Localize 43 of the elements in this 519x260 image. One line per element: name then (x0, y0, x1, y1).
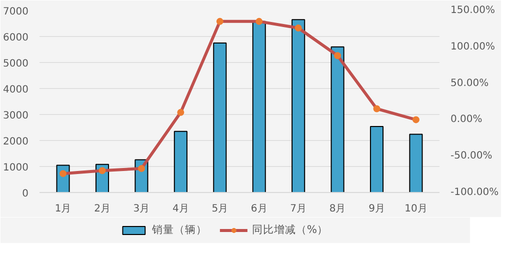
y2-tick-label: 0.00% (450, 114, 482, 126)
y2-tick-label: 50.00% (450, 78, 489, 89)
point (334, 52, 342, 60)
point (177, 108, 184, 116)
y-tick-label: 7000 (3, 6, 29, 18)
y2-tick-label: -50.00% (450, 150, 492, 162)
y-tick-label: 2000 (3, 136, 29, 148)
bar (174, 130, 188, 192)
x-tick-label: 4月 (172, 204, 189, 214)
point (60, 170, 67, 178)
legend-label: 销量（辆） (152, 223, 207, 237)
y-tick-label: 6000 (3, 32, 29, 44)
point (138, 164, 145, 172)
bar (330, 46, 344, 192)
y2-tick-label: 150.00% (450, 5, 495, 16)
x-tick-label: 8月 (329, 204, 346, 214)
y2-tick-label: 100.00% (450, 41, 495, 52)
y-tick-label: 1000 (3, 162, 29, 174)
point (373, 105, 380, 112)
y-tick-label: 3000 (3, 110, 29, 122)
x-tick-label: 6月 (250, 204, 268, 214)
y-tick-label: 5000 (3, 58, 29, 70)
x-tick-label: 10月 (404, 204, 428, 214)
x-tick-label: 1月 (54, 204, 72, 214)
y-tick-label: 0 (22, 188, 29, 200)
y2-tick-label: -100.00% (450, 187, 499, 198)
point (216, 18, 224, 25)
point (98, 167, 106, 174)
x-tick-label: 7月 (290, 204, 307, 214)
bar (370, 126, 384, 192)
bar (292, 19, 306, 192)
legend-label: 同比增减（%） (252, 223, 328, 237)
point (256, 18, 263, 25)
x-tick-label: 5月 (212, 204, 228, 214)
x-tick-label: 2月 (94, 204, 110, 214)
x-tick-label: 3月 (133, 204, 150, 214)
bar (409, 134, 423, 192)
point (294, 24, 302, 32)
y-tick-label: 4000 (3, 84, 29, 96)
bar (252, 20, 266, 192)
bar (213, 42, 227, 192)
x-tick-label: 9月 (368, 204, 385, 214)
point (412, 116, 420, 124)
